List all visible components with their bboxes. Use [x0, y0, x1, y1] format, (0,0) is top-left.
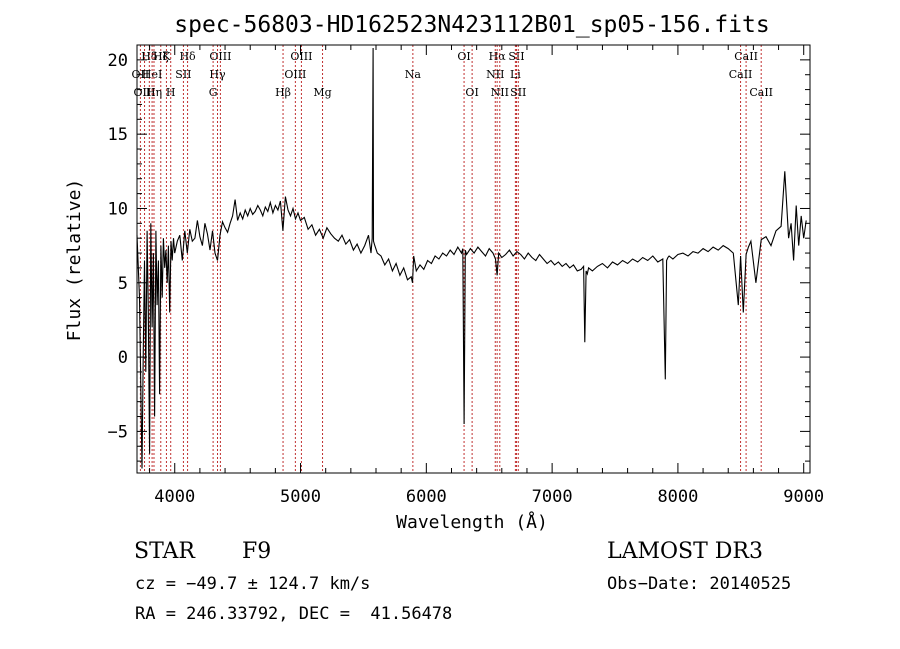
observation-date: Obs−Date: 20140525 — [607, 574, 792, 594]
spectral-class: F9 — [242, 539, 272, 564]
plot-frame — [136, 44, 811, 474]
y-tick-label-4: 15 — [108, 125, 128, 145]
x-tick-label-1: 5000 — [280, 487, 321, 507]
spectrum-line — [136, 47, 807, 469]
survey-name: LAMOST DR3 — [607, 539, 763, 564]
y-tick-label-2: 5 — [118, 274, 128, 294]
y-tick-label-0: −5 — [108, 422, 128, 442]
y-tick-label-3: 10 — [108, 199, 128, 219]
line-label-16: Mg — [313, 86, 331, 99]
x-tick-label-3: 7000 — [532, 487, 573, 507]
line-label-17: Na — [405, 68, 422, 81]
line-label-15: OIII — [284, 68, 306, 81]
line-label-18: OI — [457, 50, 470, 63]
line-label-13: Hβ — [275, 86, 291, 99]
line-label-24: NII — [491, 86, 509, 99]
x-tick-label-4: 8000 — [657, 487, 698, 507]
line-label-7: SII — [175, 68, 191, 81]
line-label-5: Hη — [146, 86, 162, 99]
line-label-26: CaII — [734, 50, 758, 63]
line-label-10: OIII — [209, 50, 231, 63]
object-type: STAR — [134, 539, 195, 564]
chart-title: spec-56803-HD162523N423112B01_sp05-156.f… — [174, 12, 769, 38]
line-label-23: Li — [510, 68, 521, 81]
line-label-20: Hα — [489, 50, 507, 63]
sky-coordinates: RA = 246.33792, DEC = 41.56478 — [135, 604, 453, 624]
x-tick-label-0: 4000 — [154, 487, 195, 507]
line-label-8: H — [166, 86, 176, 99]
line-label-4: HeI — [142, 68, 162, 81]
redshift-velocity: cz = −49.7 ± 124.7 km/s — [135, 574, 371, 594]
axis-ticks: 4000 5000 6000 7000 8000 9000 −5 0 5 10 15 20 — [108, 45, 824, 507]
line-label-3: Hζ — [153, 50, 169, 63]
line-label-14: OIII — [290, 50, 312, 63]
line-label-21: SII — [508, 50, 524, 63]
line-label-22: NII — [486, 68, 504, 81]
line-label-11: Hγ — [209, 68, 226, 81]
line-label-28: CaII — [749, 86, 773, 99]
y-tick-label-1: 0 — [118, 348, 128, 368]
line-label-19: OI — [465, 86, 478, 99]
line-label-25: SII — [510, 86, 526, 99]
line-label-6: K — [162, 50, 171, 63]
line-label-9: Hδ — [179, 50, 196, 63]
x-tick-label-2: 6000 — [406, 487, 447, 507]
x-tick-label-5: 9000 — [783, 487, 824, 507]
y-axis-label: Flux (relative) — [64, 179, 85, 342]
y-tick-label-5: 20 — [108, 51, 128, 71]
line-label-27: CaII — [729, 68, 753, 81]
line-label-12: G — [209, 86, 218, 99]
x-axis-label: Wavelength (Å) — [396, 511, 548, 533]
